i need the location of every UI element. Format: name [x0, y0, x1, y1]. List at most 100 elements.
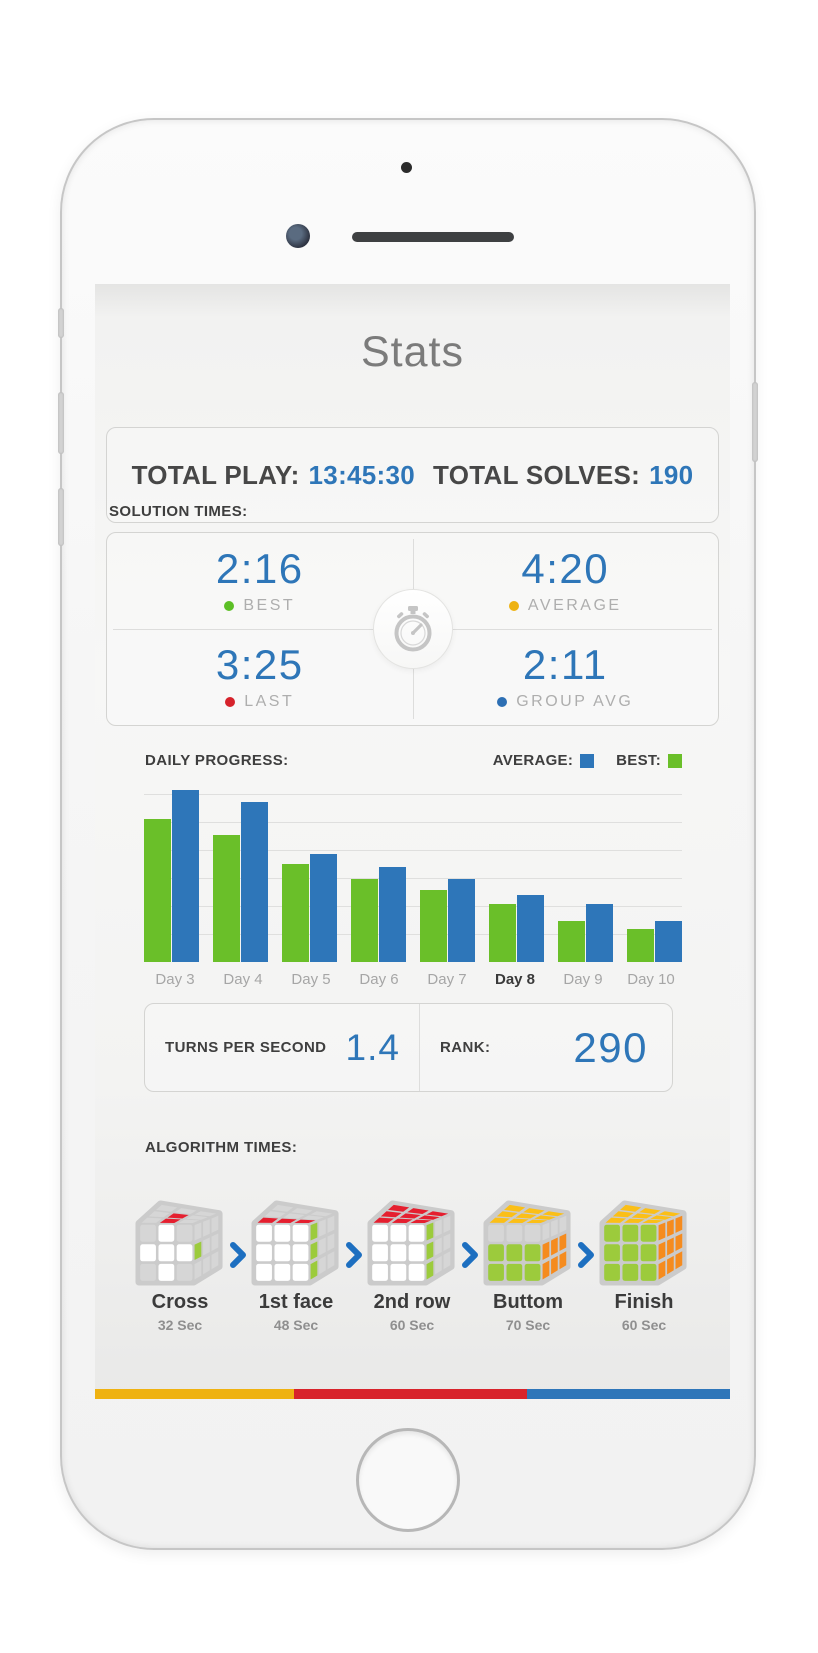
totals-line: TOTAL PLAY: 13:45:30 TOTAL SOLVES: 190 — [132, 460, 694, 491]
bar-best — [351, 879, 378, 962]
x-label-day-3: Day 3 — [155, 971, 195, 988]
bar-best — [282, 864, 309, 962]
chevron-right-icon — [460, 1241, 480, 1333]
average-label: AVERAGE — [527, 596, 622, 614]
footer-bar-segment-3 — [527, 1389, 730, 1399]
x-label-day-10: Day 10 — [627, 971, 675, 988]
step-name: Cross — [151, 1291, 209, 1313]
bar-group-day-7 — [420, 879, 475, 962]
page-title: Stats — [361, 328, 464, 376]
turns-value: 1.4 — [345, 1026, 400, 1068]
last-time-value: 3:25 — [215, 641, 304, 689]
stat-group-avg: 2:11 GROUP AVG — [413, 629, 719, 725]
power-button[interactable] — [752, 382, 758, 462]
chart-plot-area — [144, 780, 682, 962]
rank-section: RANK: 290 — [420, 1004, 672, 1091]
bar-average — [310, 854, 337, 962]
total-play-label: TOTAL PLAY: — [131, 459, 300, 490]
solution-times-heading: SOLUTION TIMES: — [109, 503, 248, 520]
step-name: Finish — [614, 1291, 674, 1313]
solution-times-grid: 2:16 BEST 4:20 AVERAGE 3:25 LAST 2:11 GR… — [107, 533, 718, 725]
group-avg-label: GROUP AVG — [516, 692, 634, 710]
last-dot-icon — [225, 696, 236, 707]
legend-best-swatch-icon — [668, 753, 682, 768]
chart-x-labels: Day 3 Day 4 Day 5 Day 6 Day 7 Day 8 Day 9 Day 1… — [144, 971, 682, 988]
average-dot-icon — [508, 600, 519, 611]
totals-card: TOTAL PLAY: 13:45:30 TOTAL SOLVES: 190 — [106, 427, 719, 523]
daily-progress-heading: DAILY PROGRESS: — [145, 752, 289, 769]
bar-average — [517, 895, 544, 962]
stat-best: 2:16 BEST — [107, 533, 413, 629]
step-time: 60 Sec — [621, 1317, 667, 1333]
algorithm-steps-row: Cross 32 Sec 1st face 48 Sec 2nd row 60 Sec Bu… — [132, 1199, 692, 1333]
stat-last: 3:25 LAST — [107, 629, 413, 725]
cube-illustration — [367, 1200, 455, 1286]
app-screen: Stats TOTAL PLAY: 13:45:30 TOTAL SOLVES: 19… — [95, 284, 730, 1399]
bar-best — [627, 929, 654, 962]
x-label-day-5: Day 5 — [291, 971, 331, 988]
footer-bar-segment-1 — [95, 1389, 295, 1399]
bar-best — [213, 835, 240, 962]
step-time: 48 Sec — [273, 1317, 319, 1333]
mute-switch[interactable] — [58, 308, 64, 338]
x-label-day-7: Day 7 — [427, 971, 467, 988]
cube-illustration — [599, 1200, 687, 1286]
bar-group-day-4 — [213, 802, 268, 962]
algorithm-step-finish: Finish 60 Sec — [596, 1199, 692, 1333]
bar-best — [144, 819, 171, 962]
stat-average: 4:20 AVERAGE — [413, 533, 719, 629]
bar-average — [448, 879, 475, 962]
rank-label: RANK: — [440, 1039, 491, 1056]
solution-times-card: 2:16 BEST 4:20 AVERAGE 3:25 LAST 2:11 GR… — [106, 532, 719, 726]
cube-illustration — [135, 1200, 223, 1286]
best-dot-icon — [224, 600, 235, 611]
daily-progress-header: DAILY PROGRESS: AVERAGE: BEST: — [145, 752, 682, 769]
home-button[interactable] — [356, 1428, 460, 1532]
proximity-sensor-dot — [401, 162, 412, 173]
group-avg-time-value: 2:11 — [522, 641, 608, 689]
bar-average — [241, 802, 268, 962]
volume-down-button[interactable] — [58, 488, 64, 546]
earpiece-speaker — [352, 232, 514, 242]
last-label: LAST — [244, 692, 295, 710]
best-time-value: 2:16 — [215, 545, 304, 593]
chart-legend: AVERAGE: BEST: — [471, 752, 682, 769]
cube-illustration — [483, 1200, 571, 1286]
step-time: 32 Sec — [157, 1317, 203, 1333]
best-label: BEST — [243, 596, 296, 614]
legend-best-label: BEST: — [616, 752, 661, 769]
total-solves-label: TOTAL SOLVES: — [433, 459, 641, 490]
bar-group-day-6 — [351, 867, 406, 962]
turns-label: TURNS PER SECOND — [165, 1039, 327, 1056]
bar-best — [420, 890, 447, 962]
bar-group-day-9 — [558, 904, 613, 962]
step-name: 2nd row — [373, 1291, 451, 1313]
front-camera-icon — [286, 224, 310, 248]
turns-rank-card: TURNS PER SECOND 1.4 RANK: 290 — [144, 1003, 673, 1092]
bar-group-day-10 — [627, 921, 682, 962]
chevron-right-icon — [344, 1241, 364, 1333]
algorithm-step-buttom: Buttom 70 Sec — [480, 1199, 576, 1333]
step-time: 70 Sec — [505, 1317, 551, 1333]
legend-average-label: AVERAGE: — [492, 752, 574, 769]
algorithm-times-heading: ALGORITHM TIMES: — [145, 1139, 298, 1156]
stopwatch-icon — [394, 606, 431, 652]
daily-progress-chart: Day 3 Day 4 Day 5 Day 6 Day 7 Day 8 Day 9 Day 1… — [144, 780, 682, 988]
volume-up-button[interactable] — [58, 392, 64, 454]
phone-frame: Stats TOTAL PLAY: 13:45:30 TOTAL SOLVES: 19… — [58, 118, 758, 1550]
bar-best — [489, 904, 516, 962]
bar-average — [655, 921, 682, 962]
algorithm-step-2nd-row: 2nd row 60 Sec — [364, 1199, 460, 1333]
chevron-right-icon — [228, 1241, 248, 1333]
step-name: Buttom — [493, 1291, 563, 1313]
algorithm-step-cross: Cross 32 Sec — [132, 1199, 228, 1333]
chevron-right-icon — [576, 1241, 596, 1333]
turns-per-second-section: TURNS PER SECOND 1.4 — [145, 1004, 421, 1091]
bar-average — [172, 790, 199, 962]
bar-average — [586, 904, 613, 962]
total-solves-value: 190 — [649, 459, 694, 490]
bar-group-day-8 — [489, 895, 544, 962]
rank-value: 290 — [573, 1023, 648, 1071]
average-time-value: 4:20 — [521, 545, 610, 593]
